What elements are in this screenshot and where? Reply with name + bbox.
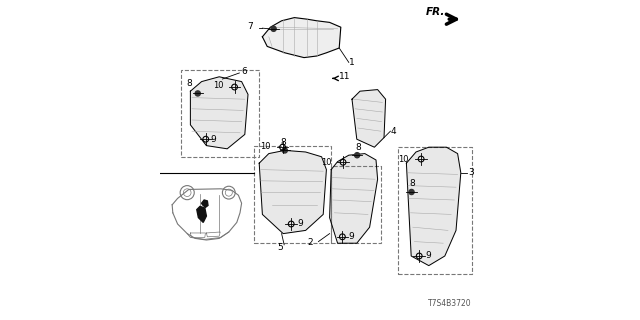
Bar (398, 147, 472, 274)
Polygon shape (330, 154, 378, 243)
Text: 2: 2 (307, 238, 313, 247)
Circle shape (355, 153, 360, 158)
Polygon shape (191, 77, 248, 149)
Text: 9: 9 (297, 220, 303, 228)
Text: 4: 4 (391, 127, 397, 136)
Circle shape (195, 91, 200, 96)
Text: 10: 10 (321, 158, 332, 167)
Text: 9: 9 (349, 232, 355, 241)
Text: 8: 8 (409, 180, 415, 188)
Polygon shape (262, 18, 340, 58)
Polygon shape (406, 147, 461, 266)
Text: 6: 6 (241, 68, 246, 76)
Text: 11: 11 (339, 72, 350, 81)
Polygon shape (352, 90, 385, 147)
Circle shape (282, 148, 287, 153)
Text: 10: 10 (214, 81, 224, 90)
Text: 9: 9 (211, 135, 216, 144)
Polygon shape (197, 206, 206, 222)
Text: 10: 10 (398, 155, 409, 164)
Text: 10: 10 (260, 142, 270, 151)
Text: 8: 8 (187, 79, 192, 88)
Circle shape (271, 26, 276, 31)
Text: 3: 3 (468, 168, 474, 177)
Polygon shape (202, 200, 208, 207)
Bar (332, 166, 381, 243)
Polygon shape (259, 150, 326, 234)
Text: 8: 8 (355, 143, 360, 152)
Text: T7S4B3720: T7S4B3720 (428, 300, 472, 308)
Text: 7: 7 (247, 22, 253, 31)
Text: FR.: FR. (426, 7, 445, 17)
Text: 1: 1 (349, 58, 355, 67)
Text: 9: 9 (426, 252, 431, 260)
Circle shape (409, 189, 414, 195)
Bar (254, 146, 332, 243)
Bar (181, 70, 259, 157)
Text: 5: 5 (277, 244, 283, 252)
Text: 8: 8 (280, 138, 286, 147)
